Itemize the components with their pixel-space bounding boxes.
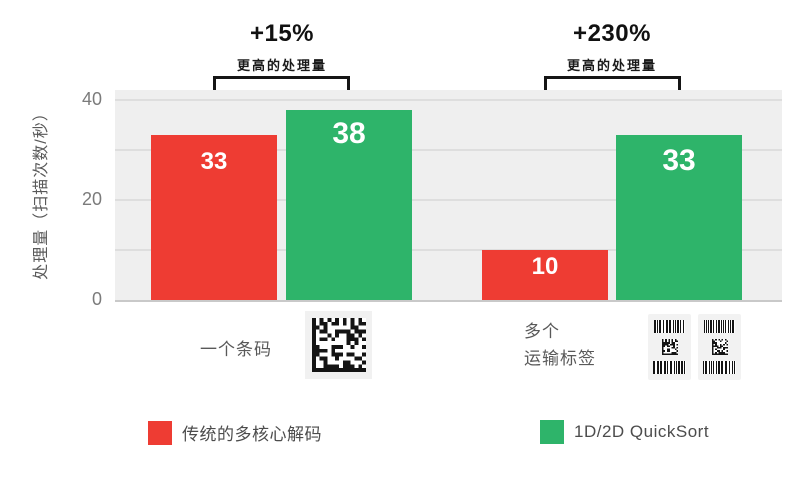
bar-value-label: 38 <box>332 117 366 150</box>
category-label-line1: 多个 <box>524 322 560 341</box>
bar-traditional-single-barcode: 33 <box>151 135 277 300</box>
category-label-single-barcode: 一个条码 <box>200 340 272 359</box>
shipping-label-icon <box>648 314 691 380</box>
bar-value-label: 33 <box>662 144 696 177</box>
datamatrix-icon <box>311 318 366 372</box>
plot-area: 33 38 10 33 <box>115 90 782 302</box>
barcode-1d-icon <box>703 361 736 374</box>
bar-traditional-multi-label: 10 <box>482 250 608 300</box>
bracket-line-2 <box>544 76 681 79</box>
y-tick-0: 0 <box>91 289 102 309</box>
legend-label-traditional: 传统的多核心解码 <box>182 425 322 444</box>
datamatrix-icon <box>711 339 728 355</box>
bar-value-label: 10 <box>531 253 559 280</box>
y-tick-20: 20 <box>81 189 102 209</box>
bracket-line-1 <box>213 76 350 79</box>
gridline-20 <box>115 199 782 201</box>
gridline-10 <box>115 249 782 251</box>
datamatrix-barcode-icon <box>305 311 372 379</box>
datamatrix-icon <box>661 339 678 355</box>
bracket-line-1-right <box>347 76 350 99</box>
bar-value-label: 33 <box>200 148 228 175</box>
gridline-40 <box>115 99 782 101</box>
legend-item-quicksort: 1D/2D QuickSort <box>540 420 709 444</box>
legend-swatch-quicksort <box>540 420 564 444</box>
category-label-multi-labels: 多个 运输标签 <box>524 318 596 372</box>
annotation-group-1: +15% 更高的处理量 <box>164 20 400 74</box>
barcode-1d-icon <box>653 361 686 374</box>
category-label-line2: 运输标签 <box>524 349 596 368</box>
shipping-label-icon <box>698 314 741 380</box>
legend-swatch-traditional <box>148 420 172 445</box>
annotation-group-2: +230% 更高的处理量 <box>494 20 730 74</box>
annotation-subtext-1: 更高的处理量 <box>236 58 327 73</box>
percent-increase-label-1: +15% <box>249 20 315 47</box>
y-tick-40: 40 <box>81 89 102 109</box>
annotation-subtext-2: 更高的处理量 <box>566 58 657 73</box>
bar-quicksort-single-barcode: 38 <box>286 110 412 300</box>
barcode-1d-icon <box>704 320 735 333</box>
gridline-30 <box>115 149 782 151</box>
barcode-1d-icon <box>654 320 685 333</box>
legend-label-quicksort: 1D/2D QuickSort <box>574 422 710 441</box>
percent-increase-label-2: +230% <box>573 20 651 47</box>
bar-quicksort-multi-label: 33 <box>616 135 742 300</box>
legend-item-traditional: 传统的多核心解码 <box>148 420 322 445</box>
